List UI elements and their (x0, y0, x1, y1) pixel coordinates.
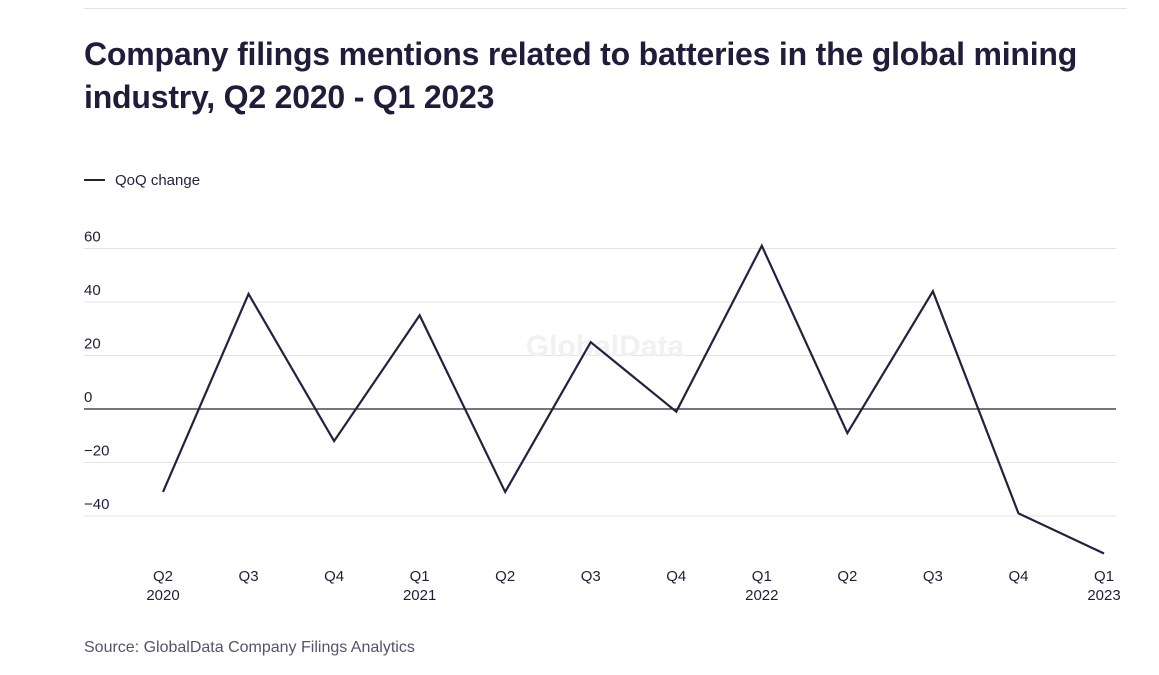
x-tick-label: Q3 (581, 568, 601, 585)
x-tick-label: Q1 2021 (403, 568, 436, 604)
x-tick-label: Q1 2023 (1087, 568, 1120, 604)
y-tick-label: −20 (84, 443, 109, 460)
line-chart: GlobalData −40 −20 0 20 40 60 Q2 2020 Q3 Q4 Q1 202… (84, 229, 1121, 604)
chart-title: Company filings mentions related to batt… (84, 36, 1078, 115)
y-tick-label: 20 (84, 336, 101, 353)
y-axis-tick-labels: −40 −20 0 20 40 60 (84, 229, 109, 514)
x-tick-label: Q2 2020 (146, 568, 179, 604)
x-axis-tick-labels: Q2 2020 Q3 Q4 Q1 2021 Q2 Q3 Q4 Q1 2022 Q2 Q3 Q4 Q1 2023 (146, 568, 1120, 604)
x-tick-label: Q2 (495, 568, 515, 585)
series-line-qoq-change (161, 243, 1105, 555)
y-tick-label: 60 (84, 229, 101, 246)
x-tick-label: Q4 (666, 568, 686, 585)
x-tick-label: Q4 (1008, 568, 1028, 585)
legend-line-swatch (84, 179, 105, 181)
y-tick-label: −40 (84, 496, 109, 513)
gridlines (84, 248, 1116, 517)
top-divider (84, 8, 1127, 9)
x-tick-label: Q3 (923, 568, 943, 585)
series-layer (161, 243, 1105, 555)
legend-label: QoQ change (115, 171, 201, 189)
x-tick-label: Q1 2022 (745, 568, 778, 604)
y-tick-label: 0 (84, 389, 92, 406)
x-tick-label: Q2 (837, 568, 857, 585)
x-tick-label: Q3 (239, 568, 259, 585)
legend: QoQ change (84, 170, 200, 190)
y-tick-label: 40 (84, 282, 101, 299)
source-note: Source: GlobalData Company Filings Analy… (84, 639, 415, 656)
watermark: GlobalData (526, 330, 685, 363)
x-tick-label: Q4 (324, 568, 344, 585)
